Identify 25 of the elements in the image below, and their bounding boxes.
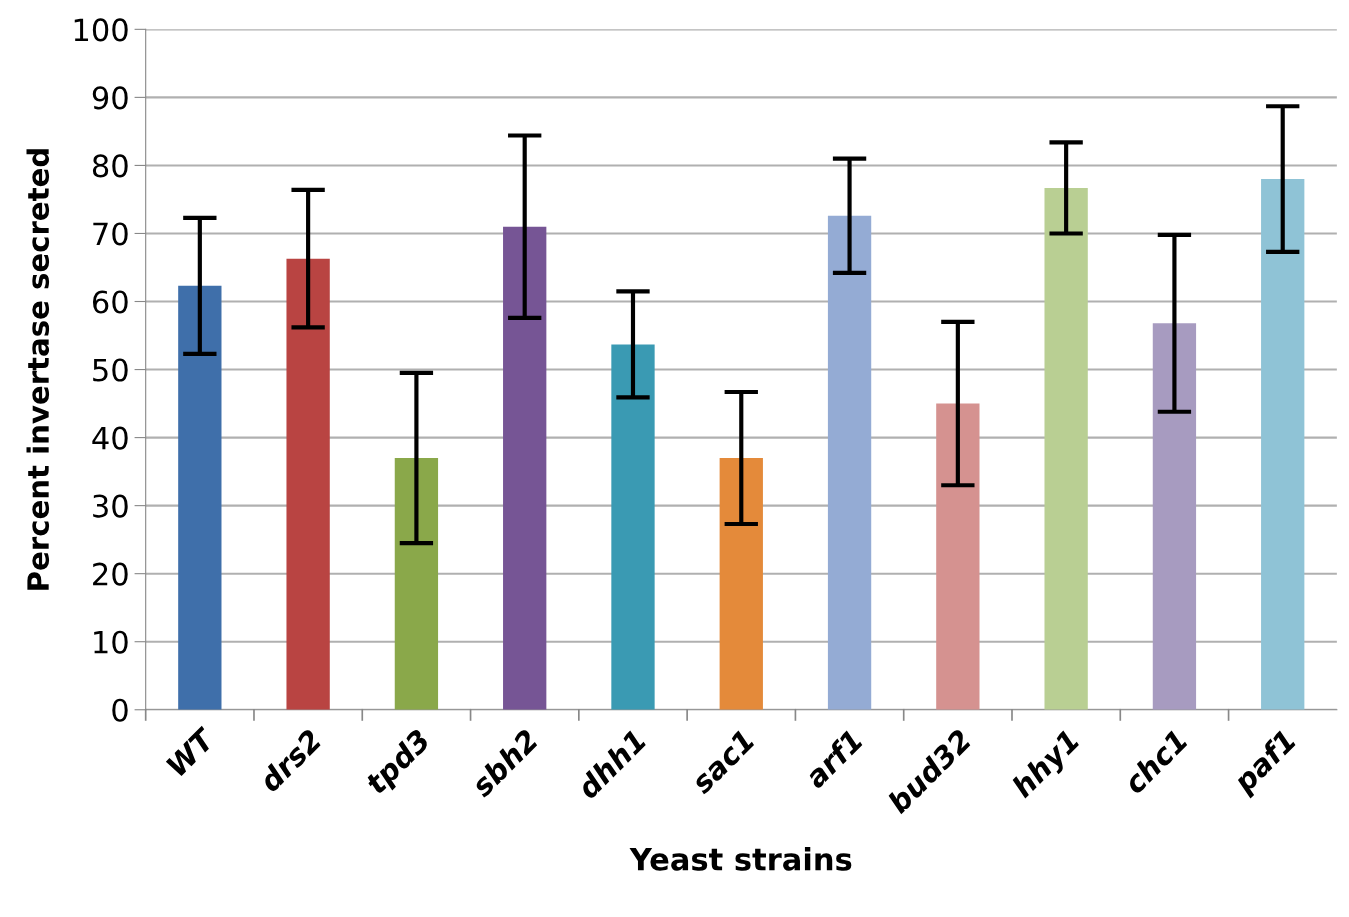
bar [936, 403, 980, 710]
y-tick-label: 30 [93, 494, 128, 518]
bar [503, 226, 547, 710]
bar [719, 458, 763, 710]
y-tick-label: 40 [92, 426, 128, 450]
y-tick-label: 20 [93, 562, 128, 586]
y-tick-label: 50 [93, 358, 128, 382]
x-axis-title: Yeast strains [629, 847, 852, 871]
y-tick-label: 80 [92, 154, 128, 178]
y-axis-title: Percent invertase secreted [26, 149, 50, 590]
x-tick-label: WT [165, 725, 217, 777]
y-tick-label: 100 [74, 18, 128, 42]
y-tick-label: 0 [112, 698, 128, 722]
bar [611, 344, 655, 710]
y-tick-label: 90 [92, 86, 128, 110]
bar [286, 258, 330, 710]
y-tick-label: 60 [92, 290, 128, 314]
bar [394, 458, 439, 710]
bar [1044, 187, 1088, 710]
y-tick-label: 10 [94, 630, 128, 654]
y-tick-label: 70 [93, 222, 128, 246]
bar [1152, 323, 1197, 710]
bar [178, 285, 222, 710]
bar [1261, 179, 1305, 710]
bar [827, 215, 872, 710]
